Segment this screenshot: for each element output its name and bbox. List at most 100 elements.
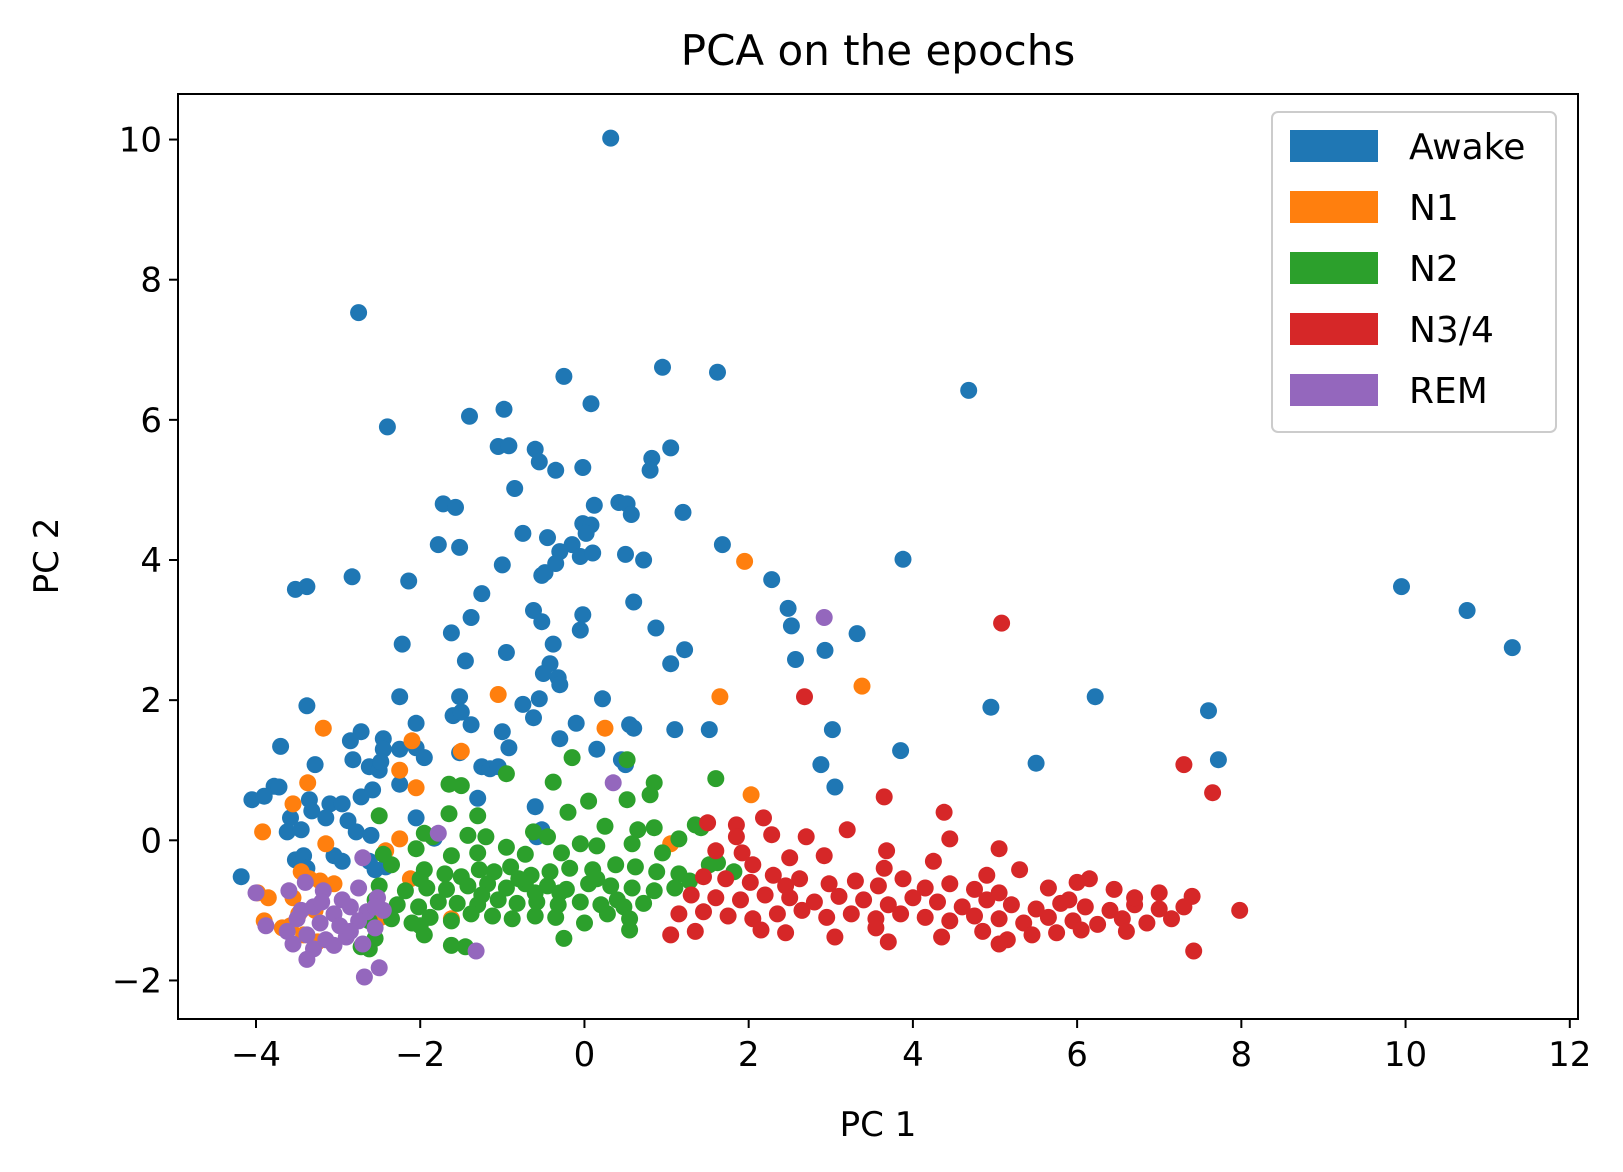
y-tick-label: 4 (140, 541, 162, 581)
point-n3-4-57 (1052, 894, 1070, 912)
legend-swatch-n3-4 (1290, 313, 1378, 345)
point-awake-50 (536, 564, 554, 582)
x-tick-label: −2 (395, 1035, 445, 1075)
y-tick-label: −2 (112, 961, 162, 1001)
point-awake-83 (594, 690, 611, 708)
point-awake-21 (447, 498, 464, 516)
y-tick-label: 8 (140, 261, 162, 301)
point-n3-4-77 (990, 910, 1008, 928)
point-n1-5 (314, 719, 332, 737)
x-axis-label: PC 1 (840, 1105, 917, 1145)
point-rem-36 (341, 922, 359, 940)
point-awake-104 (391, 740, 409, 758)
point-awake-121 (306, 756, 324, 774)
point-n3-4-20 (815, 847, 833, 865)
point-awake-2 (555, 367, 573, 385)
point-rem-34 (366, 898, 384, 916)
point-n2-64 (623, 879, 641, 897)
point-n2-63 (602, 877, 620, 895)
point-n2-32 (623, 835, 641, 853)
point-n2-114 (411, 870, 429, 888)
point-n2-3 (544, 773, 562, 791)
point-n2-53 (396, 882, 414, 900)
point-n2-11 (559, 803, 577, 821)
point-awake-141 (469, 789, 487, 807)
legend: Awake N1 N2 N3/4 REM (1271, 111, 1557, 433)
point-n3-4-78 (1015, 914, 1033, 932)
point-rem-2 (429, 824, 447, 842)
point-n3-4-12 (797, 828, 815, 846)
point-n3-4-58 (1076, 898, 1094, 916)
point-awake-116 (892, 742, 910, 760)
point-n3-4-41 (990, 884, 1008, 902)
point-n3-4-81 (1089, 915, 1107, 933)
chart-title: PCA on the epochs (681, 26, 1075, 75)
point-n3-4-91 (933, 928, 951, 946)
point-n3-4-79 (1039, 908, 1057, 926)
point-n2-19 (477, 828, 495, 846)
point-n3-4-26 (1150, 884, 1168, 902)
point-awake-1 (350, 304, 368, 322)
point-n3-4-65 (695, 903, 712, 921)
y-tick-label: 2 (140, 681, 162, 721)
point-n3-4-86 (686, 922, 704, 940)
point-awake-93 (823, 721, 841, 739)
point-awake-132 (321, 795, 339, 813)
point-n2-31 (588, 837, 606, 855)
point-n2-25 (407, 840, 425, 858)
data-points (232, 129, 1521, 986)
point-n2-15 (370, 807, 388, 825)
point-n3-4-88 (777, 924, 795, 942)
point-n3-4-61 (1150, 900, 1168, 918)
point-n3-4-49 (855, 891, 873, 909)
point-awake-48 (400, 572, 418, 590)
y-axis-ticks: −2 0 2 4 6 8 10 (112, 121, 178, 1001)
point-n3-4-83 (1138, 914, 1156, 932)
point-awake-146 (362, 826, 380, 844)
point-awake-118 (826, 778, 844, 796)
point-n3-4-100 (1185, 942, 1203, 960)
point-n3-4-31 (741, 873, 759, 891)
point-n1-4 (596, 719, 614, 737)
point-awake-122 (344, 751, 362, 769)
point-awake-136 (282, 809, 299, 827)
y-axis-label: PC 2 (27, 518, 67, 595)
point-n1-8 (391, 761, 409, 779)
y-tick-label: 6 (140, 401, 162, 441)
point-awake-6 (495, 400, 513, 418)
point-n2-77 (571, 893, 589, 911)
point-n2-109 (551, 884, 569, 902)
point-n2-106 (440, 805, 458, 823)
point-awake-74 (816, 641, 834, 659)
point-awake-82 (567, 714, 585, 732)
legend-label-n1: N1 (1409, 188, 1459, 229)
point-awake-53 (442, 624, 460, 642)
point-rem-21 (257, 917, 275, 935)
point-awake-14 (547, 461, 565, 479)
point-awake-91 (666, 721, 684, 739)
point-awake-28 (674, 503, 692, 521)
point-awake-9 (960, 381, 978, 399)
point-n3-4-87 (752, 921, 770, 939)
point-n3-4-32 (764, 866, 782, 884)
point-awake-22 (585, 496, 603, 514)
point-awake-133 (333, 795, 351, 813)
point-n2-108 (510, 870, 528, 888)
point-n1-1 (853, 677, 871, 695)
point-n3-4-53 (953, 898, 971, 916)
point-awake-73 (787, 651, 804, 668)
point-n3-4-10 (727, 828, 745, 846)
point-n3-4-94 (1023, 926, 1041, 944)
point-n3-4-0 (993, 614, 1011, 632)
point-n2-58 (497, 879, 515, 897)
point-awake-70 (551, 676, 569, 694)
point-n3-4-50 (879, 896, 897, 914)
legend-swatch-awake (1290, 130, 1378, 162)
point-n3-4-7 (727, 816, 745, 834)
point-n2-98 (442, 936, 460, 954)
point-n1-13 (284, 795, 302, 813)
point-n2-6 (440, 775, 458, 793)
point-awake-81 (530, 690, 548, 708)
point-n3-4-76 (966, 907, 983, 925)
point-n2-111 (473, 886, 491, 904)
